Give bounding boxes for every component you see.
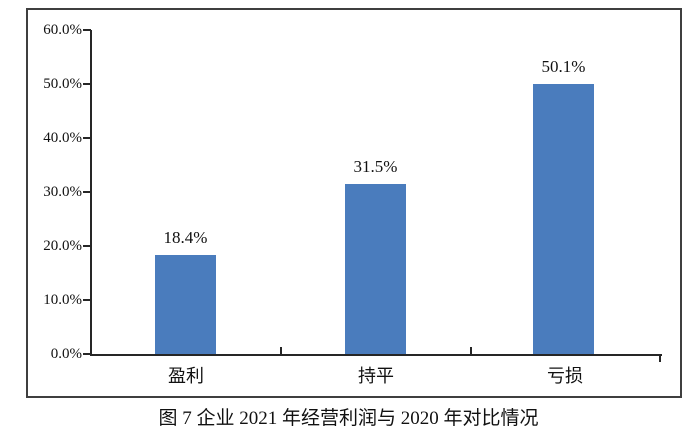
bar-value-label: 18.4% — [163, 227, 208, 247]
x-axis-tick — [280, 347, 282, 354]
y-axis-line — [90, 30, 92, 356]
x-axis-category-label: 盈利 — [168, 366, 204, 386]
y-axis-tick-label: 30.0% — [43, 184, 82, 200]
y-axis-tick — [83, 191, 91, 193]
y-axis-tick-label: 60.0% — [43, 22, 82, 38]
figure-caption: 图 7 企业 2021 年经营利润与 2020 年对比情况 — [158, 408, 539, 429]
y-axis-tick — [83, 83, 91, 85]
y-axis-tick — [83, 353, 91, 355]
x-axis-end-tick — [659, 354, 661, 362]
y-axis-tick — [83, 29, 91, 31]
bar-column-flat: 31.5% — [345, 30, 406, 354]
y-axis-tick-label: 0.0% — [50, 346, 82, 362]
y-axis-tick — [83, 137, 91, 139]
y-axis-tick-label: 40.0% — [43, 130, 82, 146]
y-axis-tick-label: 20.0% — [43, 238, 82, 254]
bar-loss-even — [345, 183, 406, 354]
x-axis-tick — [470, 347, 472, 354]
y-axis-tick — [83, 299, 91, 301]
x-axis-line — [90, 354, 662, 356]
y-axis-tick-label: 10.0% — [43, 292, 82, 308]
x-axis-category-label: 持平 — [358, 366, 394, 386]
bar-column-loss: 50.1% — [533, 30, 594, 354]
bar-profit — [155, 254, 216, 354]
bar-loss — [533, 83, 594, 354]
x-axis-category-label: 亏损 — [547, 366, 583, 386]
bar-value-label: 50.1% — [541, 56, 586, 76]
bar-column-profit: 18.4% — [155, 30, 216, 354]
y-axis-tick-label: 50.0% — [43, 76, 82, 92]
y-axis-tick — [83, 245, 91, 247]
bar-value-label: 31.5% — [353, 156, 398, 176]
